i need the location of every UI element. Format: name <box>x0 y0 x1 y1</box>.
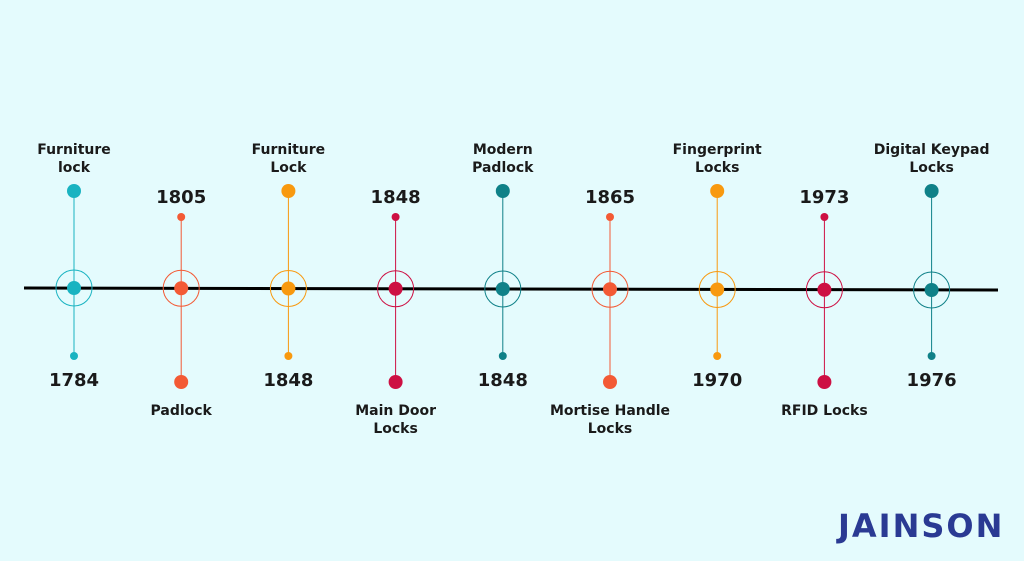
upper-end-dot <box>391 213 400 221</box>
lower-end-dot <box>603 375 617 389</box>
event-name: Digital Keypad Locks <box>873 142 990 176</box>
marker-ring <box>55 269 93 307</box>
marker-ring <box>162 269 200 307</box>
lower-end-dot <box>388 375 403 389</box>
upper-end-dot <box>67 184 81 198</box>
marker-ring <box>484 270 522 308</box>
event-year: 1865 <box>584 187 636 208</box>
lower-end-dot <box>817 375 832 389</box>
marker-ring <box>591 270 629 308</box>
marker-dot <box>388 281 403 296</box>
marker-dot <box>924 283 939 297</box>
event-year: 1848 <box>477 370 528 391</box>
marker-ring <box>377 270 415 308</box>
timeline-axis <box>23 286 999 292</box>
event-year: 1973 <box>799 187 850 208</box>
event-name: Padlock <box>150 403 212 419</box>
upper-end-dot <box>177 213 186 221</box>
marker-ring <box>913 271 951 309</box>
lower-end-dot <box>70 352 78 360</box>
marker-ring <box>805 271 843 309</box>
jainson-logo: JAINSON <box>838 507 1005 545</box>
marker-ring <box>698 271 736 308</box>
upper-end-dot <box>495 184 510 198</box>
event-name: Fingerprint Locks <box>672 142 762 176</box>
marker-dot <box>710 282 725 297</box>
lower-end-dot <box>713 352 722 360</box>
upper-end-dot <box>281 184 296 198</box>
event-name: Modern Padlock <box>472 142 534 176</box>
lower-end-dot <box>927 352 936 360</box>
event-name: Furniture lock <box>37 142 111 176</box>
upper-end-dot <box>710 184 725 198</box>
upper-end-dot <box>820 213 829 221</box>
upper-end-dot <box>606 213 614 221</box>
event-year: 1970 <box>692 370 743 391</box>
marker-dot <box>174 281 189 296</box>
event-name: Main Door Locks <box>355 403 436 437</box>
event-year: 1784 <box>48 370 100 391</box>
marker-ring <box>269 270 307 307</box>
marker-dot <box>281 281 296 296</box>
lower-end-dot <box>284 352 293 360</box>
marker-dot <box>67 281 81 295</box>
upper-end-dot <box>924 184 939 198</box>
event-name: RFID Locks <box>781 403 868 419</box>
event-year: 1848 <box>263 370 314 391</box>
marker-dot <box>817 282 832 297</box>
event-name: Mortise Handle Locks <box>549 403 671 437</box>
event-year: 1976 <box>906 370 957 391</box>
marker-dot <box>495 282 510 296</box>
lower-end-dot <box>174 375 189 389</box>
event-year: 1805 <box>156 187 207 208</box>
event-year: 1848 <box>370 187 421 208</box>
lower-end-dot <box>498 352 507 360</box>
event-name: Furniture Lock <box>251 142 326 176</box>
marker-dot <box>603 282 617 297</box>
